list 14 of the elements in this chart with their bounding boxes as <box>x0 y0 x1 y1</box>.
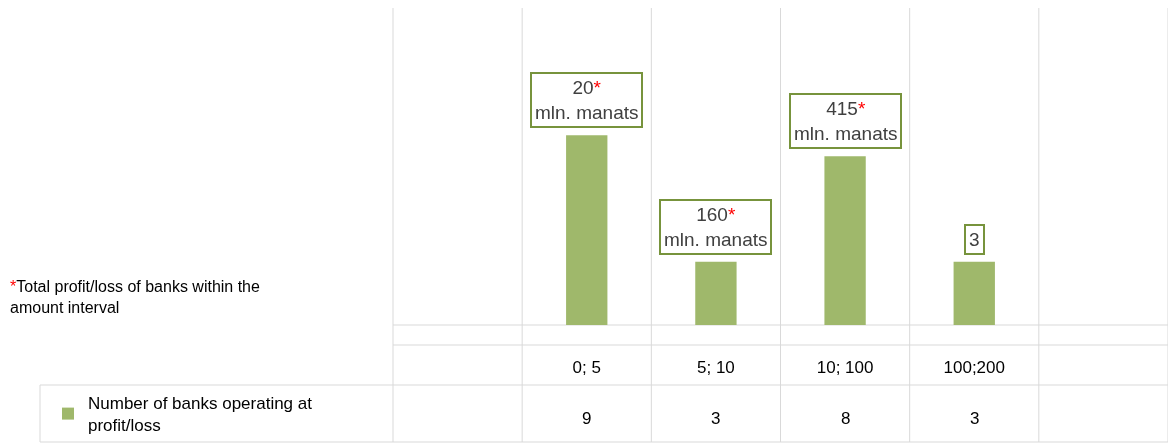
x-tick-label: 10; 100 <box>816 358 874 377</box>
data-label: 3 <box>711 409 721 428</box>
text: *Total profit/loss of banks within the amount interval <box>10 278 261 316</box>
legend-label: Number of banks operating at profit/loss <box>88 394 313 436</box>
data-label: 3 <box>970 409 980 428</box>
x-tick-label: 5; 10 <box>697 358 735 377</box>
x-tick-label: 0; 5 <box>572 358 601 377</box>
annotation: 20* mln. manats <box>535 77 639 123</box>
data-label: 9 <box>582 409 592 428</box>
annotation: 3 <box>969 229 980 250</box>
x-tick-label: 100;200 <box>943 358 1005 377</box>
annotation: 160* mln. manats <box>664 204 768 250</box>
data-label: 8 <box>841 409 851 428</box>
annotation: 415* mln. manats <box>794 98 898 144</box>
